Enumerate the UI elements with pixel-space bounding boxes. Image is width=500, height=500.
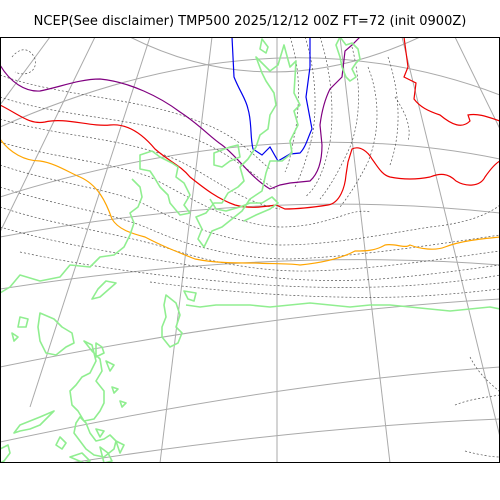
graticule: [0, 37, 500, 463]
map-canvas: [0, 37, 500, 463]
coastline-hudson-bay: [91, 280, 197, 348]
meridian-6: [339, 37, 391, 463]
dotted-isotherms: [0, 37, 500, 458]
coastline-alaska-islands: [0, 312, 127, 463]
map-frame-border: [0, 37, 500, 463]
parallel-4: [0, 203, 500, 238]
parallel-8: [69, 418, 500, 463]
parallel-6: [0, 298, 500, 368]
coastlines: [0, 37, 500, 463]
meridian-4: [0, 37, 96, 233]
meridian-3: [29, 37, 151, 408]
parallel-2: [0, 57, 500, 128]
coastline-north-america: [185, 302, 500, 312]
coastline-scandinavia-top: [259, 37, 361, 82]
parallel-1: [129, 37, 421, 73]
meridian-8: [454, 37, 500, 130]
coastline-canada-arctic: [0, 144, 279, 294]
parallel-3: [0, 141, 500, 198]
orange-isotherm: [0, 138, 500, 266]
coastline-greenland: [195, 44, 301, 248]
meridian-5: [0, 37, 51, 106]
parallel-5: [0, 259, 500, 290]
blue-isotherm: [231, 37, 313, 162]
purple-isotherm: [0, 37, 361, 190]
map-panel: [0, 37, 500, 463]
meridian-2: [159, 37, 213, 463]
map-title: NCEP(See disclaimer) TMP500 2025/12/12 0…: [33, 14, 467, 29]
red-isotherm: [0, 37, 500, 210]
